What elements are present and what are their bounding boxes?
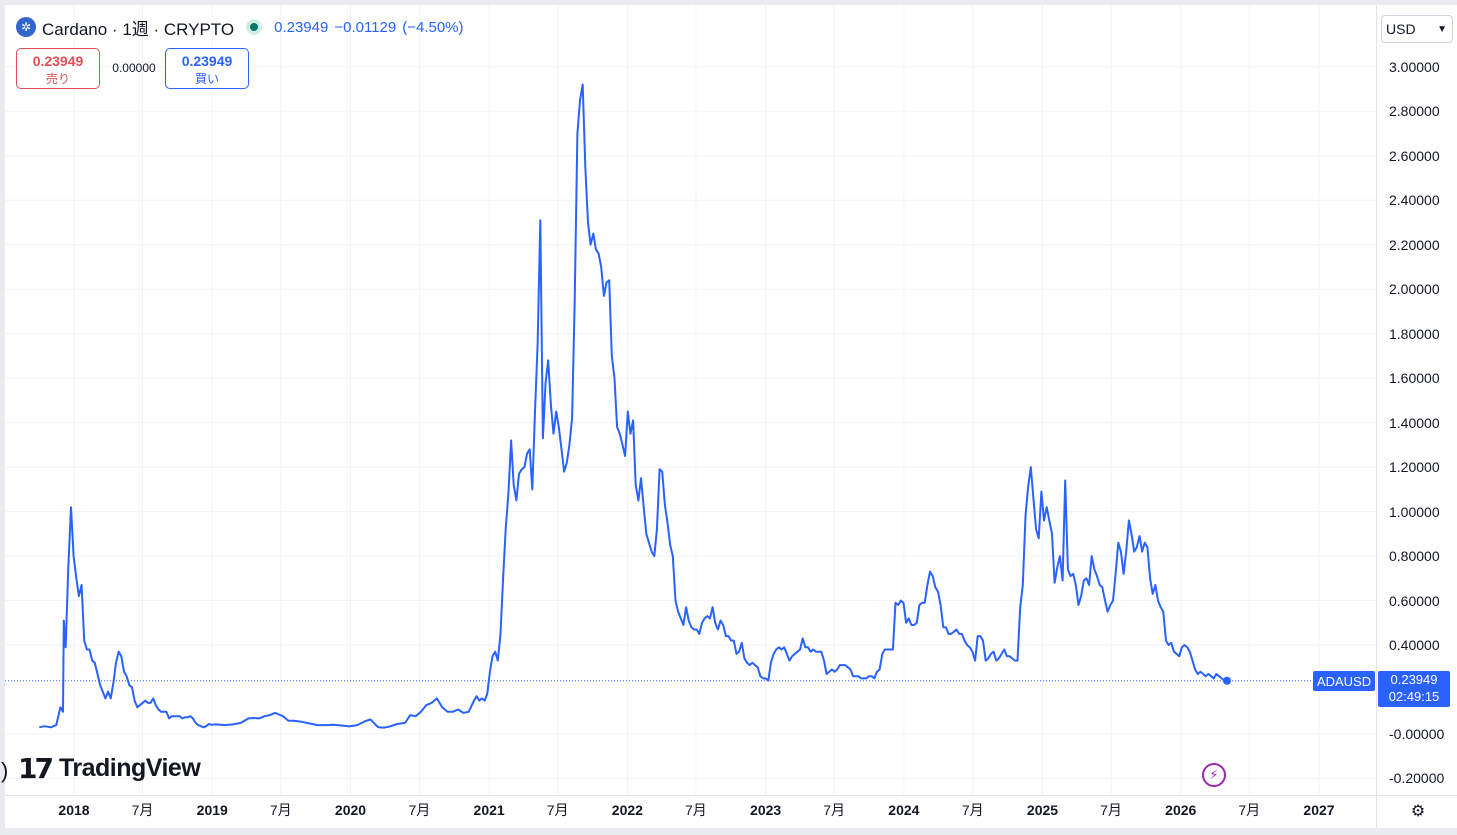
tradingview-logo[interactable]: 17 TradingView [18,752,201,785]
market-open-dot-icon[interactable] [246,19,263,35]
x-tick-label: 7月 [823,802,846,818]
chevron-down-icon: ▼ [1437,23,1447,35]
y-tick-label: 2.00000 [1389,281,1440,298]
currency-select[interactable]: USD ▼ [1381,15,1453,43]
x-tick-label: 2022 [611,802,643,818]
x-tick-label: 2026 [1165,802,1197,818]
y-tick-label: -0.00000 [1389,726,1445,742]
y-tick-label: 0.40000 [1389,637,1440,654]
x-tick-label: 2025 [1026,802,1059,818]
y-tick-label: 1.80000 [1389,325,1440,342]
price-line-layer [38,83,1231,729]
x-tick-label: 2018 [58,802,90,818]
symbol-title[interactable]: Cardano · 1週 · CRYPTO [42,19,235,39]
sell-price: 0.23949 [32,53,84,69]
y-tick-label: 1.40000 [1389,414,1440,431]
tradingview-wordmark: TradingView [58,754,201,782]
y-tick-label: 2.40000 [1389,192,1440,209]
window-frame-bottom [0,828,1457,835]
sell-button[interactable]: 0.23949 売り [16,48,100,89]
x-tick-label: 2019 [196,802,228,818]
x-tick-label: 2027 [1303,802,1335,818]
y-tick-label: 1.00000 [1389,503,1440,520]
cardano-logo-icon: ✲ [16,17,36,37]
buy-label: 買い [194,72,219,86]
x-tick-label: 7月 [269,802,292,818]
last-price: 0.23949 [274,18,329,36]
lightning-icon[interactable]: ⚡ [1202,763,1226,787]
symbol-tag: ADAUSD [1313,671,1375,691]
y-tick-label: 1.60000 [1389,370,1440,387]
y-tick-label: 1.20000 [1389,459,1440,476]
price-change: −0.01129 [334,18,397,36]
x-tick-label: 7月 [685,802,707,818]
bar-countdown: 02:49:15 [1388,689,1440,704]
y-tick-label: 2.20000 [1389,236,1440,253]
y-tick-label: -0.20000 [1389,770,1445,787]
y-tick-label: 0.80000 [1389,548,1440,565]
window-frame-left [0,0,5,835]
x-tick-label: 2023 [750,802,782,818]
last-point-marker [1222,676,1231,685]
spread-value: 0.00000 [112,61,156,75]
x-tick-label: 7月 [546,802,569,818]
chart-legend: ✲ Cardano · 1週 · CRYPTO 0.23949 −0.01129 (… [16,15,470,39]
x-tick-label: 7月 [131,802,154,818]
price-series-line [38,83,1228,729]
x-tick-label: 7月 [408,802,431,818]
price-change-percent: (−4.50%) [402,18,464,36]
x-tick-label: 2021 [473,802,505,818]
left-edge-glyph: ) [1,758,9,783]
x-tick-label: 7月 [1100,802,1122,818]
buy-price: 0.23949 [181,53,233,69]
sell-label: 売り [45,72,70,86]
x-tick-label: 2020 [334,802,367,818]
y-tick-label: 2.60000 [1389,147,1440,164]
legend-quote: 0.23949 −0.01129 (−4.50%) [274,19,469,36]
x-tick-label: 7月 [961,802,984,818]
x-tick-label: 2024 [888,802,920,818]
buy-button[interactable]: 0.23949 買い [165,48,249,89]
last-price-tag: 0.23949 02:49:15 [1378,671,1450,707]
tradingview-mark-icon: 17 [18,752,54,785]
currency-value: USD [1386,21,1416,37]
y-tick-label: 3.00000 [1389,58,1440,75]
window-frame-top [0,0,1457,5]
y-tick-label: 2.80000 [1389,103,1440,120]
settings-icon[interactable]: ⚙ [1410,803,1426,820]
y-tick-label: 0.60000 [1389,592,1440,609]
last-price-tag-value: 0.23949 [1390,672,1438,687]
x-tick-label: 7月 [1238,802,1261,818]
chart-grid [5,5,1457,828]
